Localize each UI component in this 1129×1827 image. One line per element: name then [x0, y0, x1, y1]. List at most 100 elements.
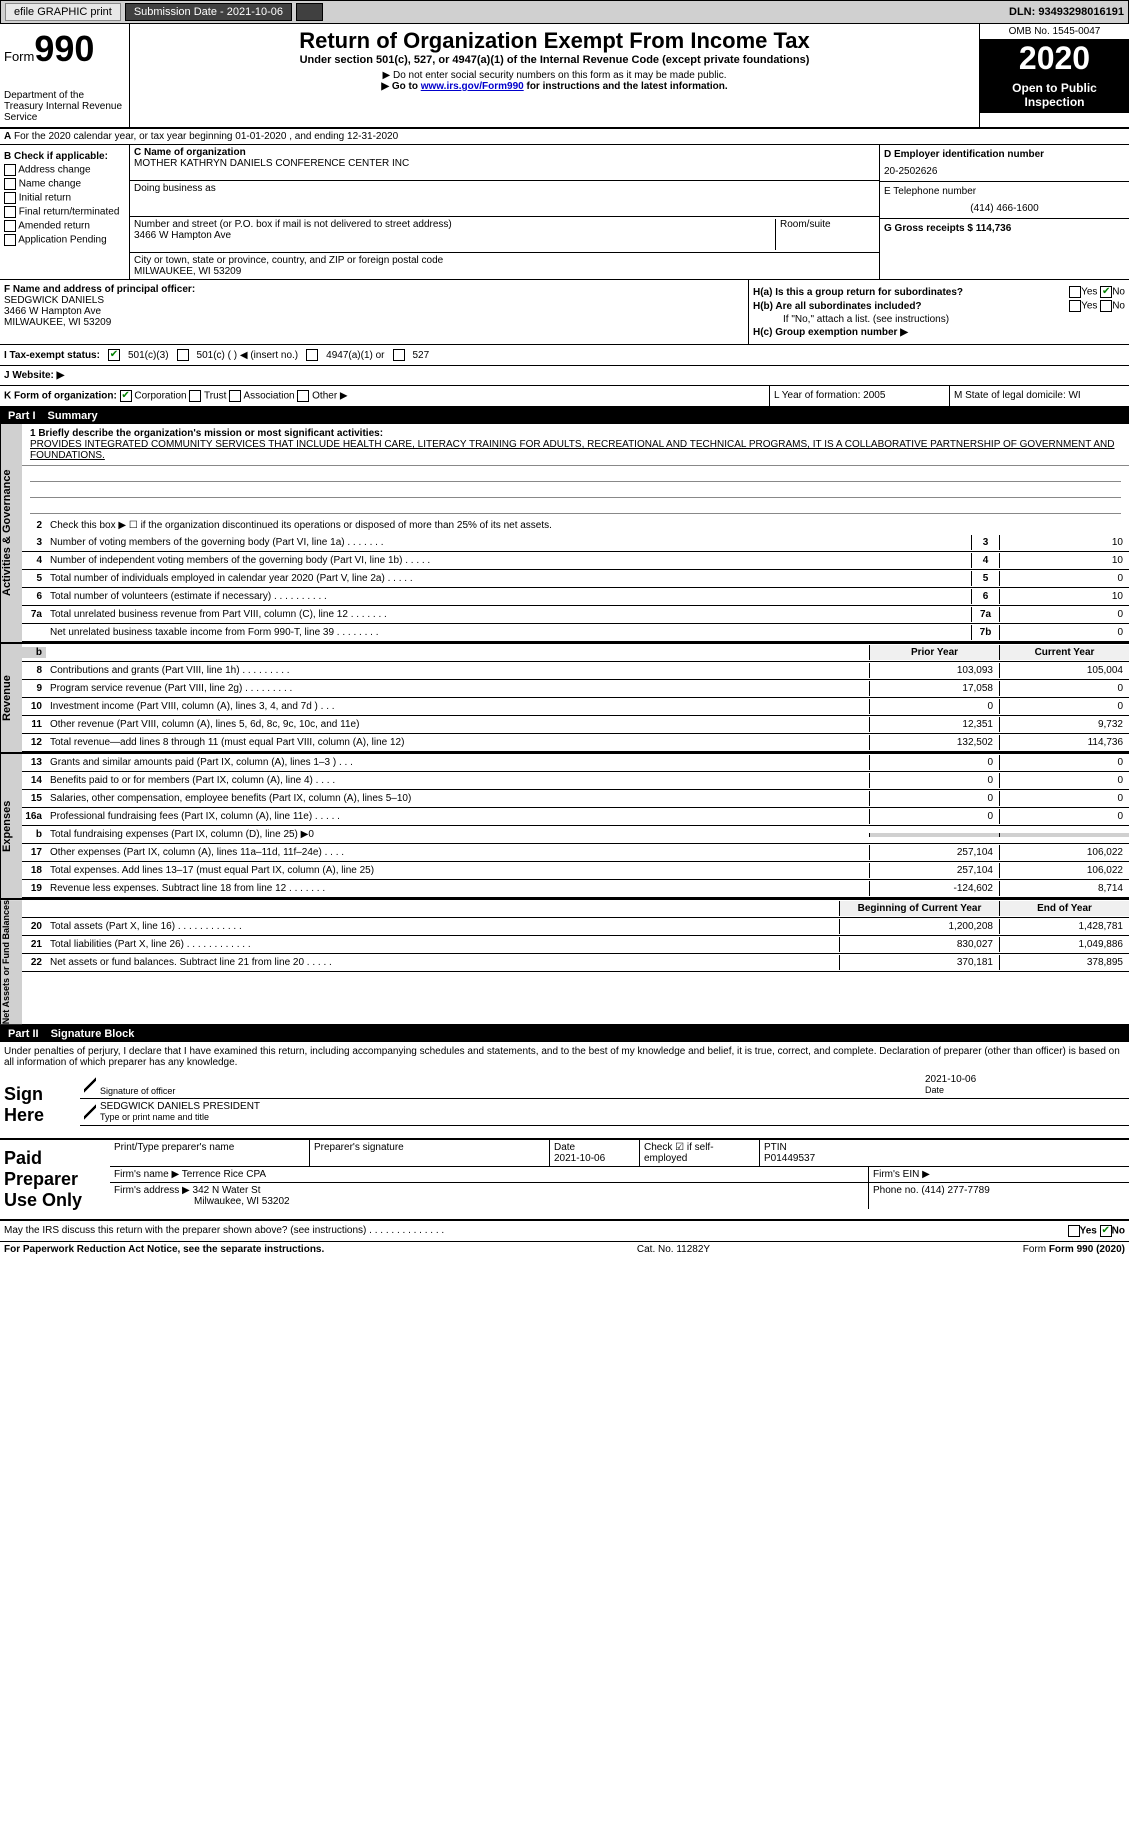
initial-return-checkbox[interactable]: [4, 192, 16, 204]
trust-checkbox[interactable]: [189, 390, 201, 402]
vtab-activities: Activities & Governance: [0, 424, 22, 642]
sign-here-label: Sign Here: [0, 1072, 80, 1138]
revenue-line: 12Total revenue—add lines 8 through 11 (…: [22, 734, 1129, 752]
open-inspection: Open to Public Inspection: [980, 77, 1129, 113]
begin-year-header: Beginning of Current Year: [839, 901, 999, 916]
netassets-line: 21Total liabilities (Part X, line 26) . …: [22, 936, 1129, 954]
firm-phone-cell: Phone no. (414) 277-7789: [869, 1183, 1129, 1209]
summary-line: Net unrelated business taxable income fr…: [22, 624, 1129, 642]
vtab-revenue: Revenue: [0, 644, 22, 752]
527-checkbox[interactable]: [393, 349, 405, 361]
other-checkbox[interactable]: [297, 390, 309, 402]
firm-ein-cell: Firm's EIN ▶: [869, 1167, 1129, 1182]
part2-header: Part II Signature Block: [0, 1026, 1129, 1042]
blank-button[interactable]: [296, 3, 323, 21]
summary-line: 7aTotal unrelated business revenue from …: [22, 606, 1129, 624]
final-return-checkbox[interactable]: [4, 206, 16, 218]
name-change-checkbox[interactable]: [4, 178, 16, 190]
end-year-header: End of Year: [999, 901, 1129, 916]
revenue-line: 9Program service revenue (Part VIII, lin…: [22, 680, 1129, 698]
expense-line: 17Other expenses (Part IX, column (A), l…: [22, 844, 1129, 862]
address-row: Number and street (or P.O. box if mail i…: [130, 217, 879, 253]
sig-arrow-icon: [84, 1074, 96, 1096]
sig-officer-label: Signature of officer: [100, 1086, 925, 1096]
ptin-cell: PTINP01449537: [760, 1140, 1129, 1166]
expense-line: 13Grants and similar amounts paid (Part …: [22, 754, 1129, 772]
dba-row: Doing business as: [130, 181, 879, 217]
summary-line: 6Total number of volunteers (estimate if…: [22, 588, 1129, 606]
ha-no-checkbox[interactable]: [1100, 286, 1112, 298]
assoc-checkbox[interactable]: [229, 390, 241, 402]
discuss-no-checkbox[interactable]: [1100, 1225, 1112, 1237]
efile-print-button[interactable]: efile GRAPHIC print: [5, 3, 121, 21]
app-pending-checkbox[interactable]: [4, 234, 16, 246]
revenue-line: 10Investment income (Part VIII, column (…: [22, 698, 1129, 716]
org-name-row: C Name of organization MOTHER KATHRYN DA…: [130, 145, 879, 181]
dln-label: DLN: 93493298016191: [1009, 6, 1124, 18]
phone-row: E Telephone number (414) 466-1600: [880, 182, 1129, 219]
section-a-period: A For the 2020 calendar year, or tax yea…: [0, 129, 1129, 145]
self-employed-cell: Check ☑ if self-employed: [640, 1140, 760, 1166]
officer-name: SEDGWICK DANIELS PRESIDENT: [100, 1101, 260, 1112]
revenue-line: 11Other revenue (Part VIII, column (A), …: [22, 716, 1129, 734]
top-toolbar: efile GRAPHIC print Submission Date - 20…: [0, 0, 1129, 24]
current-year-header: Current Year: [999, 645, 1129, 660]
section-b-checks: B Check if applicable: Address change Na…: [0, 145, 130, 279]
expense-line: bTotal fundraising expenses (Part IX, co…: [22, 826, 1129, 844]
discuss-row: May the IRS discuss this return with the…: [0, 1221, 1129, 1242]
website-row: J Website: ▶: [0, 366, 1129, 386]
expense-line: 18Total expenses. Add lines 13–17 (must …: [22, 862, 1129, 880]
501c3-checkbox[interactable]: [108, 349, 120, 361]
expense-line: 16aProfessional fundraising fees (Part I…: [22, 808, 1129, 826]
submission-date-button[interactable]: Submission Date - 2021-10-06: [125, 3, 292, 21]
omb-number: OMB No. 1545-0047: [980, 24, 1129, 40]
4947-checkbox[interactable]: [306, 349, 318, 361]
tax-exempt-status-row: I Tax-exempt status: 501(c)(3) 501(c) ( …: [0, 345, 1129, 366]
vtab-expenses: Expenses: [0, 754, 22, 898]
irs-link[interactable]: www.irs.gov/Form990: [421, 81, 524, 92]
netassets-line: 22Net assets or fund balances. Subtract …: [22, 954, 1129, 972]
summary-line: 5Total number of individuals employed in…: [22, 570, 1129, 588]
hb-no-checkbox[interactable]: [1100, 300, 1112, 312]
form-number: Form990: [4, 28, 125, 70]
prep-sig-label: Preparer's signature: [310, 1140, 550, 1166]
vtab-netassets: Net Assets or Fund Balances: [0, 900, 22, 1024]
prep-name-label: Print/Type preparer's name: [110, 1140, 310, 1166]
firm-addr-cell: Firm's address ▶ 342 N Water StMilwaukee…: [110, 1183, 869, 1209]
footer: For Paperwork Reduction Act Notice, see …: [0, 1242, 1129, 1257]
firm-name-cell: Firm's name ▶ Terrence Rice CPA: [110, 1167, 869, 1182]
principal-officer: F Name and address of principal officer:…: [0, 280, 749, 344]
summary-line: 4Number of independent voting members of…: [22, 552, 1129, 570]
form-title: Return of Organization Exempt From Incom…: [134, 28, 975, 54]
part1-header: Part I Summary: [0, 408, 1129, 424]
expense-line: 19Revenue less expenses. Subtract line 1…: [22, 880, 1129, 898]
netassets-line: 20Total assets (Part X, line 16) . . . .…: [22, 918, 1129, 936]
ein-row: D Employer identification number 20-2502…: [880, 145, 1129, 182]
expense-line: 14Benefits paid to or for members (Part …: [22, 772, 1129, 790]
ha-yes-checkbox[interactable]: [1069, 286, 1081, 298]
mission-line: 1 Briefly describe the organization's mi…: [22, 424, 1129, 466]
note-ssn: ▶ Do not enter social security numbers o…: [134, 70, 975, 81]
revenue-line: 8Contributions and grants (Part VIII, li…: [22, 662, 1129, 680]
summary-line: 3Number of voting members of the governi…: [22, 534, 1129, 552]
amended-return-checkbox[interactable]: [4, 220, 16, 232]
discuss-yes-checkbox[interactable]: [1068, 1225, 1080, 1237]
prior-year-header: Prior Year: [869, 645, 999, 660]
gross-receipts-row: G Gross receipts $ 114,736: [880, 219, 1129, 238]
501c-checkbox[interactable]: [177, 349, 189, 361]
form-subtitle: Under section 501(c), 527, or 4947(a)(1)…: [134, 54, 975, 66]
tax-year: 2020: [980, 40, 1129, 77]
hb-yes-checkbox[interactable]: [1069, 300, 1081, 312]
address-change-checkbox[interactable]: [4, 164, 16, 176]
state-domicile: M State of legal domicile: WI: [949, 386, 1129, 406]
year-formation: L Year of formation: 2005: [769, 386, 949, 406]
dept-label: Department of the Treasury Internal Reve…: [4, 90, 125, 123]
city-row: City or town, state or province, country…: [130, 253, 879, 279]
prep-date-cell: Date2021-10-06: [550, 1140, 640, 1166]
note-link: ▶ Go to www.irs.gov/Form990 for instruct…: [134, 81, 975, 92]
corp-checkbox[interactable]: [120, 390, 132, 402]
expense-line: 15Salaries, other compensation, employee…: [22, 790, 1129, 808]
paid-preparer-label: Paid Preparer Use Only: [0, 1140, 110, 1219]
form-org-row: K Form of organization: Corporation Trus…: [0, 386, 769, 406]
form-header: Form990 Department of the Treasury Inter…: [0, 24, 1129, 129]
